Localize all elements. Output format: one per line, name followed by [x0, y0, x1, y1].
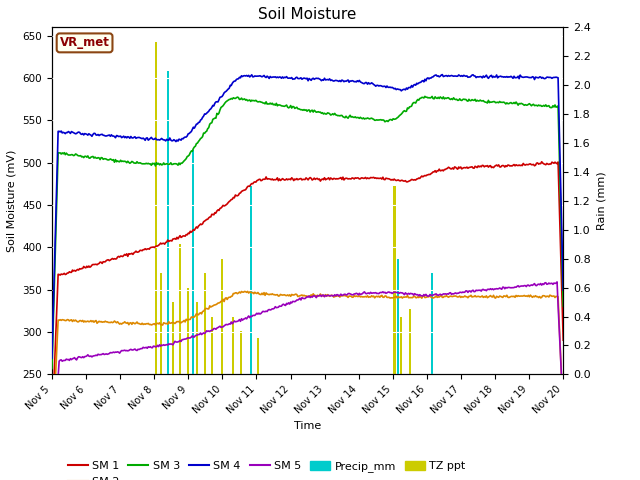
Bar: [221, 259, 223, 374]
Bar: [394, 186, 396, 374]
Bar: [397, 259, 399, 374]
Bar: [257, 338, 259, 374]
Bar: [232, 316, 234, 374]
Title: Soil Moisture: Soil Moisture: [259, 7, 356, 22]
Text: VR_met: VR_met: [60, 36, 109, 49]
Bar: [204, 273, 206, 374]
Bar: [188, 288, 189, 374]
Bar: [409, 309, 411, 374]
Bar: [160, 273, 162, 374]
Bar: [167, 71, 169, 374]
Bar: [172, 302, 174, 374]
Bar: [431, 273, 433, 374]
Bar: [240, 331, 242, 374]
Y-axis label: Rain (mm): Rain (mm): [596, 171, 606, 230]
X-axis label: Time: Time: [294, 421, 321, 431]
Bar: [400, 316, 403, 374]
Bar: [196, 302, 198, 374]
Bar: [179, 244, 181, 374]
Y-axis label: Soil Moisture (mV): Soil Moisture (mV): [7, 150, 17, 252]
Bar: [193, 150, 195, 374]
Legend: SM 1, SM 2, SM 3, SM 4, SM 5, Precip_mm, TZ ppt: SM 1, SM 2, SM 3, SM 4, SM 5, Precip_mm,…: [63, 456, 470, 480]
Bar: [155, 42, 157, 374]
Bar: [211, 316, 213, 374]
Bar: [250, 186, 252, 374]
